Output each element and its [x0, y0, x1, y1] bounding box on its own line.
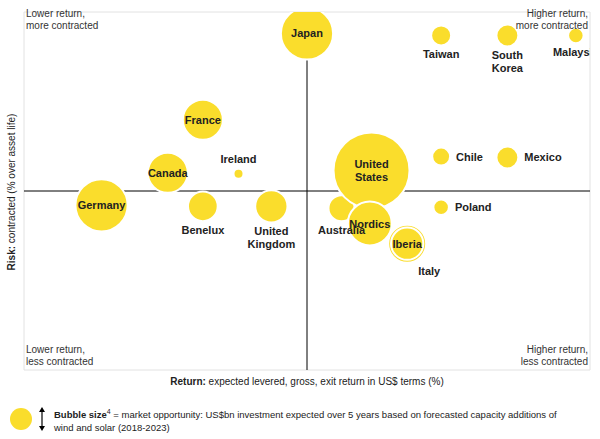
- html-text:Higher return,: Higher return,: [526, 8, 588, 19]
- svg-text:UnitedKingdom: UnitedKingdom: [248, 225, 296, 250]
- svg-text:Ireland: Ireland: [220, 153, 256, 165]
- svg-text:UnitedStates: UnitedStates: [354, 158, 388, 183]
- svg-text:Iberia: Iberia: [393, 238, 423, 250]
- html-text:Higher return,: Higher return,: [526, 344, 588, 355]
- html-text:Lower return,: Lower return,: [26, 8, 85, 19]
- html-text:contracted (% over asset life): contracted (% over asset life): [6, 113, 17, 246]
- html-text:Risk:: Risk:: [6, 245, 17, 271]
- html-text:more contracted: more contracted: [515, 20, 588, 31]
- svg-text:Japan: Japan: [291, 27, 323, 39]
- svg-text:Poland: Poland: [455, 201, 492, 213]
- svg-text:Australia: Australia: [318, 224, 366, 237]
- html-text:Lower return,: Lower return,: [26, 344, 85, 355]
- svg-text:Canada: Canada: [148, 167, 189, 179]
- svg-text:SouthKorea: SouthKorea: [492, 49, 524, 74]
- svg-text:Germany: Germany: [78, 199, 127, 211]
- svg-text:Taiwan: Taiwan: [423, 48, 460, 60]
- html-text:more contracted: more contracted: [26, 20, 99, 31]
- svg-text:Benelux: Benelux: [181, 224, 225, 236]
- html-text:less contracted: less contracted: [520, 356, 588, 367]
- svg-text:France: France: [185, 114, 221, 126]
- svg-text:Malaysia: Malaysia: [553, 46, 590, 58]
- svg-text:Chile: Chile: [456, 151, 483, 163]
- svg-text:Mexico: Mexico: [524, 151, 562, 163]
- html-text:Return: expected levered, gros: Return: expected levered, gross, exit re…: [170, 376, 444, 387]
- html-text:less contracted: less contracted: [26, 356, 94, 367]
- html-text:Bubble size4 = market opportun: Bubble size4 = market opportunity: US$bn…: [54, 408, 557, 434]
- svg-text:Italy: Italy: [418, 265, 441, 277]
- svg-text:Nordics: Nordics: [349, 218, 390, 230]
